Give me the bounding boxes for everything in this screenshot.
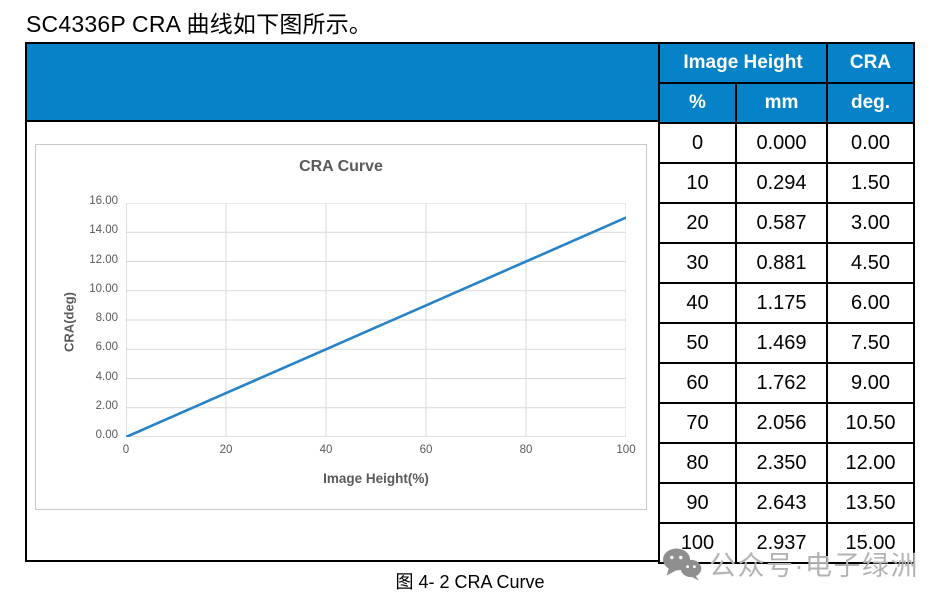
figure-caption: 图 4- 2 CRA Curve bbox=[395, 572, 545, 592]
table-cell: 3.00 bbox=[826, 202, 915, 244]
table-row: 70 2.056 10.50 bbox=[658, 402, 915, 444]
x-tick-label: 20 bbox=[219, 444, 233, 456]
header-unit-mm: mm bbox=[735, 82, 828, 124]
table-row: 30 0.881 4.50 bbox=[658, 242, 915, 284]
table-row: 40 1.175 6.00 bbox=[658, 282, 915, 324]
table-cell: 40 bbox=[658, 282, 737, 324]
y-tick-label: 16.00 bbox=[89, 195, 118, 207]
header-unit-percent: % bbox=[658, 82, 737, 124]
table-cell: 1.175 bbox=[735, 282, 828, 324]
table-cell: 13.50 bbox=[826, 482, 915, 524]
x-tick-label: 80 bbox=[519, 444, 533, 456]
y-tick-label: 0.00 bbox=[95, 429, 118, 441]
chart-title: CRA Curve bbox=[299, 158, 383, 175]
x-tick-label: 60 bbox=[419, 444, 433, 456]
table-body: 0 0.000 0.00 10 0.294 1.50 20 0.587 3.00 30 0.881 4… bbox=[658, 122, 915, 564]
table-cell: 0.587 bbox=[735, 202, 828, 244]
header-unit-deg: deg. bbox=[826, 82, 915, 124]
y-tick-label: 4.00 bbox=[95, 370, 118, 383]
blue-header-band bbox=[27, 44, 658, 122]
table-cell: 15.00 bbox=[826, 522, 915, 564]
table-cell: 10.50 bbox=[826, 402, 915, 444]
cra-plot bbox=[126, 203, 626, 437]
x-tick-label: 40 bbox=[319, 444, 333, 456]
wechat-icon bbox=[663, 548, 702, 580]
page-title: SC4336P CRA 曲线如下图所示。 bbox=[26, 11, 373, 37]
y-tick-label: 2.00 bbox=[95, 399, 118, 412]
table-row: 100 2.937 15.00 bbox=[658, 522, 915, 564]
figure-and-table-block: CRA Curve CRA(deg) Image Height(%) 0.00 2… bbox=[25, 42, 915, 564]
table-cell: 1.50 bbox=[826, 162, 915, 204]
table-cell: 2.056 bbox=[735, 402, 828, 444]
cra-chart: CRA Curve CRA(deg) Image Height(%) 0.00 2… bbox=[35, 144, 647, 510]
table-cell: 60 bbox=[658, 362, 737, 404]
watermark-text: 公众号·电子绿洲 bbox=[709, 551, 919, 581]
chart-area: CRA Curve CRA(deg) Image Height(%) 0.00 2… bbox=[27, 122, 658, 560]
x-tick-label: 0 bbox=[122, 444, 130, 456]
table-cell: 90 bbox=[658, 482, 737, 524]
table-header: Image Height CRA % mm deg. bbox=[658, 42, 915, 124]
table-cell: 100 bbox=[658, 522, 737, 564]
table-row: 20 0.587 3.00 bbox=[658, 202, 915, 244]
table-cell: 70 bbox=[658, 402, 737, 444]
table-cell: 1.762 bbox=[735, 362, 828, 404]
table-cell: 12.00 bbox=[826, 442, 915, 484]
table-cell: 2.643 bbox=[735, 482, 828, 524]
table-cell: 9.00 bbox=[826, 362, 915, 404]
table-row: 80 2.350 12.00 bbox=[658, 442, 915, 484]
table-cell: 0 bbox=[658, 122, 737, 164]
table-cell: 0.881 bbox=[735, 242, 828, 284]
table-row: 60 1.762 9.00 bbox=[658, 362, 915, 404]
chart-cell: CRA Curve CRA(deg) Image Height(%) 0.00 2… bbox=[25, 42, 660, 562]
table-cell: 0.294 bbox=[735, 162, 828, 204]
table-cell: 4.50 bbox=[826, 242, 915, 284]
table-cell: 20 bbox=[658, 202, 737, 244]
table-cell: 0.00 bbox=[826, 122, 915, 164]
table-cell: 80 bbox=[658, 442, 737, 484]
cra-line-series bbox=[126, 216, 626, 437]
table-row: 90 2.643 13.50 bbox=[658, 482, 915, 524]
table-cell: 7.50 bbox=[826, 322, 915, 364]
table-cell: 30 bbox=[658, 242, 737, 284]
table-cell: 50 bbox=[658, 322, 737, 364]
y-tick-label: 14.00 bbox=[89, 224, 118, 237]
table-cell: 6.00 bbox=[826, 282, 915, 324]
table-cell: 2.937 bbox=[735, 522, 828, 564]
table-cell: 10 bbox=[658, 162, 737, 204]
header-cra: CRA bbox=[826, 42, 915, 84]
y-tick-label: 6.00 bbox=[95, 341, 118, 354]
table-row: 0 0.000 0.00 bbox=[658, 122, 915, 164]
x-axis-label: Image Height(%) bbox=[323, 471, 429, 486]
y-tick-label: 8.00 bbox=[95, 312, 118, 324]
cra-data-table: Image Height CRA % mm deg. 0 0.000 0.00 10 0… bbox=[658, 42, 915, 564]
header-image-height: Image Height bbox=[658, 42, 828, 84]
table-cell: 0.000 bbox=[735, 122, 828, 164]
table-cell: 2.350 bbox=[735, 442, 828, 484]
y-tick-label: 10.00 bbox=[89, 282, 118, 295]
table-cell: 1.469 bbox=[735, 322, 828, 364]
watermark: 公众号·电子绿洲 bbox=[662, 544, 919, 583]
table-row: 50 1.469 7.50 bbox=[658, 322, 915, 364]
table-row: 10 0.294 1.50 bbox=[658, 162, 915, 204]
x-tick-label: 100 bbox=[616, 444, 636, 456]
y-tick-label: 12.00 bbox=[89, 253, 118, 266]
